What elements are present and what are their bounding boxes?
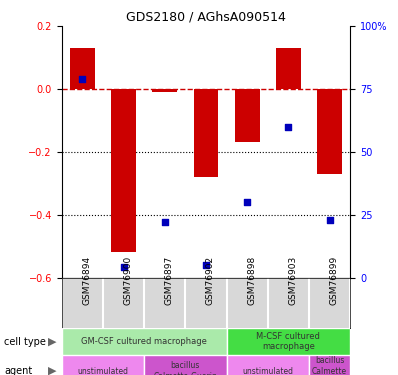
Text: bacillus
Calmette
-Guerin: bacillus Calmette -Guerin [312, 356, 347, 375]
Bar [70, 48, 95, 89]
Bar [276, 48, 301, 89]
Text: GSM76902: GSM76902 [206, 255, 215, 304]
Text: GM-CSF cultured macrophage: GM-CSF cultured macrophage [81, 337, 207, 346]
Text: cell type: cell type [4, 337, 46, 346]
Text: GSM76900: GSM76900 [123, 255, 133, 304]
Bar [226, 355, 309, 375]
Text: M-CSF cultured
macrophage: M-CSF cultured macrophage [256, 332, 320, 351]
Text: GSM76897: GSM76897 [165, 255, 174, 304]
Text: bacillus
Calmette-Guerin: bacillus Calmette-Guerin [153, 362, 217, 375]
Point [79, 76, 86, 82]
Bar [62, 355, 144, 375]
Bar [309, 355, 350, 375]
Text: unstimulated: unstimulated [242, 367, 293, 375]
Point [162, 219, 168, 225]
Text: ▶: ▶ [47, 366, 56, 375]
Bar [226, 328, 350, 355]
Bar [152, 89, 177, 92]
Bar [235, 89, 259, 142]
Bar [111, 89, 136, 252]
Bar [193, 89, 219, 177]
Text: GSM76903: GSM76903 [289, 255, 297, 304]
Text: GSM76894: GSM76894 [82, 255, 91, 304]
Text: agent: agent [4, 366, 32, 375]
Text: GSM76898: GSM76898 [247, 255, 256, 304]
Point [326, 217, 333, 223]
Bar [144, 355, 226, 375]
Text: GSM76899: GSM76899 [330, 255, 339, 304]
Bar [317, 89, 342, 174]
Bar [62, 328, 226, 355]
Point [203, 262, 209, 268]
Title: GDS2180 / AGhsA090514: GDS2180 / AGhsA090514 [126, 11, 286, 24]
Text: unstimulated: unstimulated [78, 367, 129, 375]
Point [120, 264, 127, 270]
Point [244, 199, 250, 205]
Text: ▶: ▶ [47, 337, 56, 346]
Point [285, 124, 292, 130]
